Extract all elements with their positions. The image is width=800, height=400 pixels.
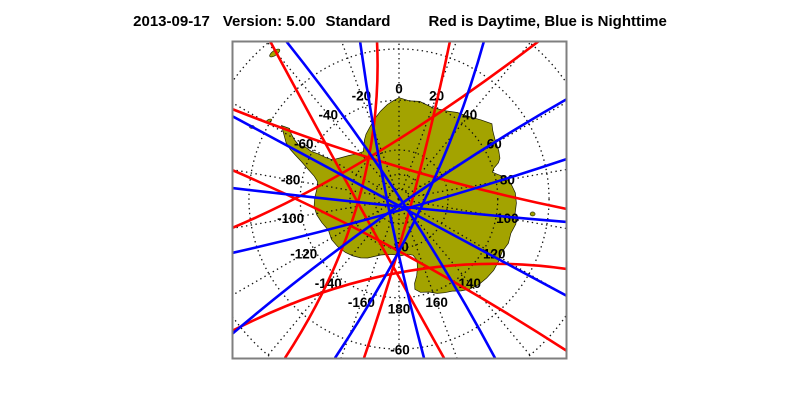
nighttime-track [333,41,486,359]
longitude-label: 140 [458,276,481,291]
longitude-label: 20 [429,88,444,103]
daytime-track [232,107,567,211]
latitude-label: -60 [390,343,410,358]
title-product: Standard [325,13,391,30]
title-date: 2013-09-17 [133,13,210,30]
meridian-line [232,203,391,296]
longitude-label: -20 [352,88,372,103]
longitude-label: -120 [290,247,317,262]
title-legend: Red is Daytime, Blue is Nighttime [428,13,667,30]
meridian-line [232,102,391,195]
daytime-track [268,41,446,359]
daytime-track [362,41,452,359]
longitude-label: 180 [388,302,411,317]
meridian-line [401,208,458,359]
longitude-label: 120 [483,247,506,262]
meridian-line [232,200,390,230]
latitude-ring [299,99,499,299]
title-version: Version: 5.00 [222,13,316,30]
longitude-label: 40 [462,107,477,122]
map-content: 0 20406080100120140160180-160-140-120-100… [232,41,567,359]
satellite-tracks [232,41,567,359]
meridian-line [232,168,390,198]
longitude-label: 0 [395,82,403,97]
daytime-track [232,262,567,333]
meridian-line [404,42,531,192]
longitude-label: -80 [281,173,301,188]
longitude-label: -100 [277,211,304,226]
plot-title: 2013-09-17 Version: 5.00 Standard Red is Da… [0,13,800,30]
meridian-line [404,206,531,356]
meridian-line [267,206,394,356]
island [529,211,536,217]
meridian-line [340,208,397,359]
latitude-ring [373,173,425,225]
meridian-line [267,42,394,192]
nighttime-track [232,157,567,255]
longitude-label: -40 [319,107,339,122]
longitude-label: 100 [496,211,519,226]
nighttime-track [232,97,567,335]
meridian-line [407,203,567,297]
nighttime-track [358,41,426,359]
meridian-line [340,41,397,190]
longitude-label: -60 [294,137,314,152]
plot-border [231,40,568,360]
longitude-label: 160 [425,295,448,310]
meridian-line [401,41,458,190]
nighttime-track [284,41,497,359]
